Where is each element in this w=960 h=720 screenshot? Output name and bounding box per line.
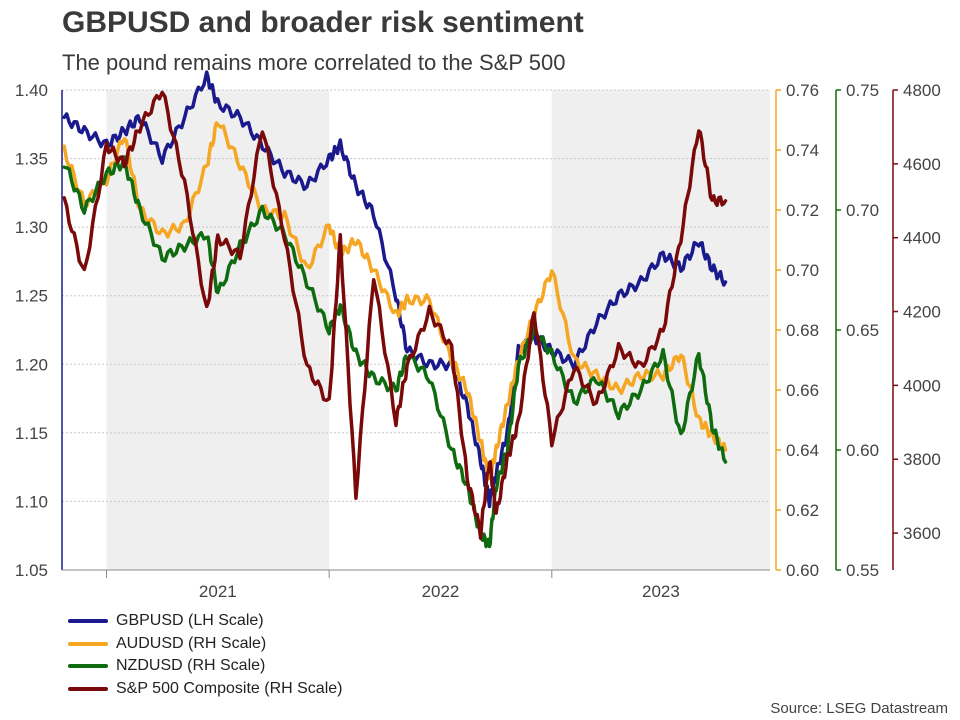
legend-label-gbpusd: GBPUSD (LH Scale) xyxy=(116,612,264,630)
y-tick-nzdusd: 0.70 xyxy=(846,201,879,220)
y-tick-spx: 4200 xyxy=(903,303,941,322)
y-tick-nzdusd: 0.75 xyxy=(846,81,879,100)
y-tick-spx: 4000 xyxy=(903,376,941,395)
y-tick-spx: 4400 xyxy=(903,229,941,248)
legend-swatch-spx xyxy=(68,686,108,691)
y-tick-audusd: 0.64 xyxy=(786,441,819,460)
y-tick-left: 1.10 xyxy=(15,492,48,511)
source-note: Source: LSEG Datastream xyxy=(770,700,948,717)
y-tick-spx: 3800 xyxy=(903,450,941,469)
y-tick-audusd: 0.66 xyxy=(786,381,819,400)
y-tick-left: 1.30 xyxy=(15,218,48,237)
y-tick-left: 1.25 xyxy=(15,287,48,306)
y-tick-spx: 4800 xyxy=(903,81,941,100)
legend-swatch-nzdusd xyxy=(68,664,108,669)
chart-subtitle: The pound remains more correlated to the… xyxy=(62,50,566,75)
series-line-spx xyxy=(62,90,728,540)
series-line-audusd xyxy=(62,121,728,481)
chart-title: GBPUSD and broader risk sentiment xyxy=(62,6,584,39)
y-tick-nzdusd: 0.55 xyxy=(846,561,879,580)
legend-label-spx: S&P 500 Composite (RH Scale) xyxy=(116,679,343,697)
y-tick-audusd: 0.72 xyxy=(786,201,819,220)
y-tick-left: 1.20 xyxy=(15,355,48,374)
x-tick-label: 2023 xyxy=(642,582,680,601)
y-tick-nzdusd: 0.60 xyxy=(846,441,879,460)
y-tick-left: 1.05 xyxy=(15,561,48,580)
y-tick-audusd: 0.70 xyxy=(786,261,819,280)
legend-swatch-gbpusd xyxy=(68,619,108,624)
legend-item-spx: S&P 500 Composite (RH Scale) xyxy=(68,678,342,701)
shaded-year-2021 xyxy=(106,90,330,570)
y-tick-spx: 3600 xyxy=(903,524,941,543)
legend-item-gbpusd: GBPUSD (LH Scale) xyxy=(68,610,342,633)
y-tick-audusd: 0.76 xyxy=(786,81,819,100)
x-tick-label: 2022 xyxy=(422,582,460,601)
series-line-gbpusd xyxy=(62,70,728,509)
y-tick-audusd: 0.68 xyxy=(786,321,819,340)
legend-label-audusd: AUDUSD (RH Scale) xyxy=(116,634,267,652)
y-tick-left: 1.40 xyxy=(15,81,48,100)
y-tick-spx: 4600 xyxy=(903,155,941,174)
legend-label-nzdusd: NZDUSD (RH Scale) xyxy=(116,657,266,675)
legend-item-nzdusd: NZDUSD (RH Scale) xyxy=(68,655,342,678)
y-tick-audusd: 0.74 xyxy=(786,141,819,160)
y-tick-audusd: 0.60 xyxy=(786,561,819,580)
legend-swatch-audusd xyxy=(68,641,108,646)
y-tick-nzdusd: 0.65 xyxy=(846,321,879,340)
y-tick-audusd: 0.62 xyxy=(786,501,819,520)
x-tick-label: 2021 xyxy=(199,582,237,601)
y-tick-left: 1.15 xyxy=(15,424,48,443)
y-tick-left: 1.35 xyxy=(15,150,48,169)
legend-item-audusd: AUDUSD (RH Scale) xyxy=(68,633,342,656)
series-line-nzdusd xyxy=(62,155,728,549)
legend: GBPUSD (LH Scale) AUDUSD (RH Scale) NZDU… xyxy=(68,610,342,700)
